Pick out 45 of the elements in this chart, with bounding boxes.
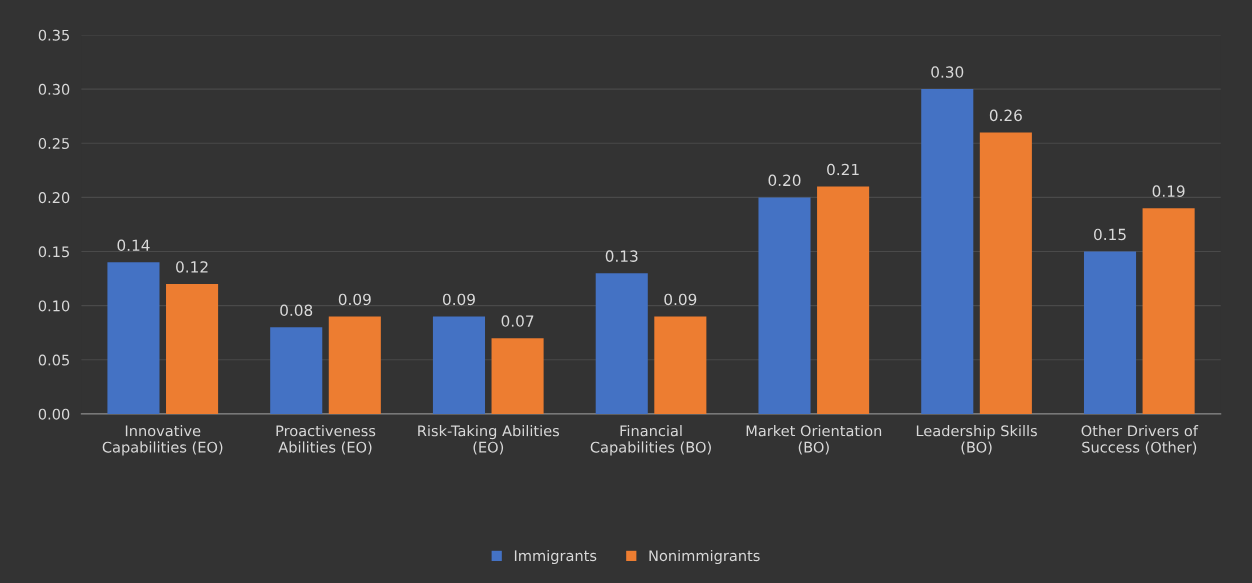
data-label: 0.19 xyxy=(1152,185,1185,197)
bar xyxy=(166,284,219,414)
data-label: 0.14 xyxy=(117,239,150,252)
bar xyxy=(654,316,707,414)
data-label: 0.09 xyxy=(442,293,475,306)
y-tick-label: 0.05 xyxy=(38,354,69,366)
x-tick-label: Market Orientation (BO) xyxy=(746,425,882,455)
bar xyxy=(491,338,544,414)
bar xyxy=(1142,208,1195,414)
bar xyxy=(432,316,486,414)
y-tick-label: 0.00 xyxy=(38,408,70,420)
y-tick-label: 0.35 xyxy=(38,29,69,41)
data-label: 0.26 xyxy=(989,109,1022,122)
x-tick-label: Proactiveness Abilities (EO) xyxy=(276,425,376,455)
data-label: 0.09 xyxy=(338,293,371,306)
bar xyxy=(270,327,323,414)
legend-label: Immigrants xyxy=(514,549,597,565)
bar xyxy=(1083,251,1137,414)
bar xyxy=(817,186,870,414)
y-tick-label: 0.15 xyxy=(38,246,69,258)
data-label: 0.07 xyxy=(501,315,534,327)
bar xyxy=(979,132,1032,414)
data-label: 0.09 xyxy=(664,293,697,306)
legend-label: Nonimmigrants xyxy=(649,549,760,565)
y-tick-label: 0.25 xyxy=(38,137,69,149)
bar xyxy=(758,197,811,414)
data-label: 0.13 xyxy=(605,250,638,262)
y-tick-label: 0.20 xyxy=(38,192,70,204)
x-tick-label: Leadership Skills (BO) xyxy=(916,425,1037,455)
data-label: 0.08 xyxy=(280,304,313,317)
x-tick-label: Financial Capabilities (BO) xyxy=(590,425,711,456)
data-label: 0.21 xyxy=(827,163,859,176)
data-label: 0.12 xyxy=(176,261,208,273)
bar xyxy=(595,273,648,414)
data-label: 0.30 xyxy=(931,66,964,78)
bar xyxy=(107,262,160,414)
x-tick-label: Other Drivers of Success (Other) xyxy=(1081,425,1199,455)
data-label: 0.20 xyxy=(768,174,801,187)
y-tick-label: 0.30 xyxy=(38,83,70,95)
bar xyxy=(328,316,381,414)
bar xyxy=(921,89,974,414)
x-tick-label: Risk-Taking Abilities (EO) xyxy=(418,425,560,455)
data-label: 0.15 xyxy=(1094,228,1126,241)
y-tick-label: 0.10 xyxy=(38,300,70,312)
x-tick-label: Innovative Capabilities (EO) xyxy=(102,425,223,456)
